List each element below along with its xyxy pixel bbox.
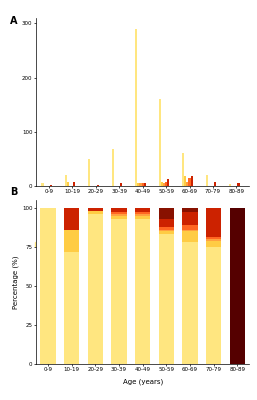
Bar	[206, 241, 222, 247]
Bar	[64, 252, 79, 364]
Bar	[137, 183, 140, 186]
Bar	[229, 184, 231, 186]
Bar	[135, 212, 150, 214]
Bar	[88, 159, 90, 186]
Bar	[88, 211, 103, 214]
Bar	[111, 212, 127, 214]
Bar	[191, 176, 193, 186]
Bar	[97, 185, 99, 186]
Bar	[165, 182, 167, 186]
Bar	[112, 149, 114, 186]
Bar	[88, 208, 103, 211]
Bar	[159, 219, 174, 226]
Bar	[188, 178, 191, 186]
Bar	[40, 208, 56, 364]
Bar	[206, 247, 222, 364]
Bar	[135, 214, 150, 216]
Bar	[159, 99, 161, 186]
Bar	[50, 185, 52, 186]
Bar	[182, 208, 198, 212]
Bar	[182, 242, 198, 364]
Legend: NAA, PCC, ACC, AMT, ATB, ACH, PAL: NAA, PCC, ACC, AMT, ATB, ACH, PAL	[34, 234, 178, 247]
Bar	[206, 239, 222, 241]
Bar	[67, 182, 69, 186]
Bar	[142, 183, 144, 186]
X-axis label: Age (years): Age (years)	[123, 378, 163, 384]
Bar	[159, 231, 174, 234]
Bar	[214, 182, 216, 186]
X-axis label: Age (years): Age (years)	[123, 200, 163, 206]
Bar	[65, 175, 67, 186]
Bar	[73, 182, 76, 186]
Bar	[140, 183, 142, 186]
Bar	[135, 208, 150, 212]
Bar	[159, 230, 174, 231]
Bar	[111, 216, 127, 219]
Bar	[135, 29, 137, 186]
Bar	[159, 226, 174, 230]
Bar	[182, 154, 184, 186]
Bar	[144, 183, 146, 186]
Bar	[163, 183, 165, 186]
Bar	[135, 219, 150, 364]
Bar	[206, 238, 222, 239]
Bar	[182, 212, 198, 225]
Text: A: A	[10, 16, 18, 26]
Bar	[64, 230, 79, 252]
Bar	[111, 208, 127, 212]
Bar	[184, 176, 186, 186]
Bar	[182, 225, 198, 230]
Bar	[120, 183, 122, 186]
Bar	[182, 231, 198, 242]
Bar	[186, 182, 188, 186]
Bar	[159, 208, 174, 219]
Bar	[230, 208, 245, 364]
Y-axis label: Percentage (%): Percentage (%)	[13, 255, 19, 309]
Bar	[111, 219, 127, 364]
Bar	[161, 182, 163, 186]
Bar	[64, 208, 79, 230]
Bar	[237, 183, 240, 186]
Bar	[111, 214, 127, 216]
Bar	[41, 183, 44, 186]
Bar	[135, 216, 150, 219]
Bar	[206, 175, 208, 186]
Bar	[88, 214, 103, 364]
Bar	[206, 208, 222, 238]
Bar	[167, 180, 169, 186]
Text: B: B	[10, 187, 18, 197]
Bar	[159, 234, 174, 364]
Bar	[182, 230, 198, 231]
